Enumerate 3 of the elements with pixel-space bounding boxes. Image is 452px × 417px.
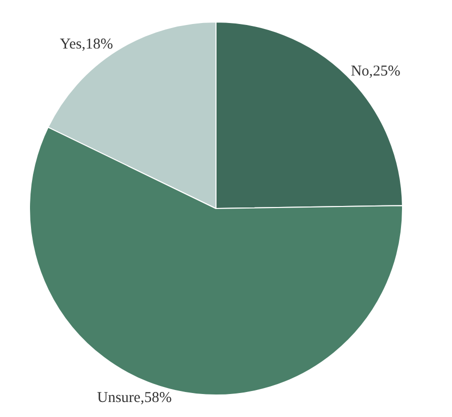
slice-label: Yes,18% xyxy=(60,36,113,53)
slice-label: Unsure,58% xyxy=(97,390,172,406)
slice-label: No,25% xyxy=(350,64,400,80)
